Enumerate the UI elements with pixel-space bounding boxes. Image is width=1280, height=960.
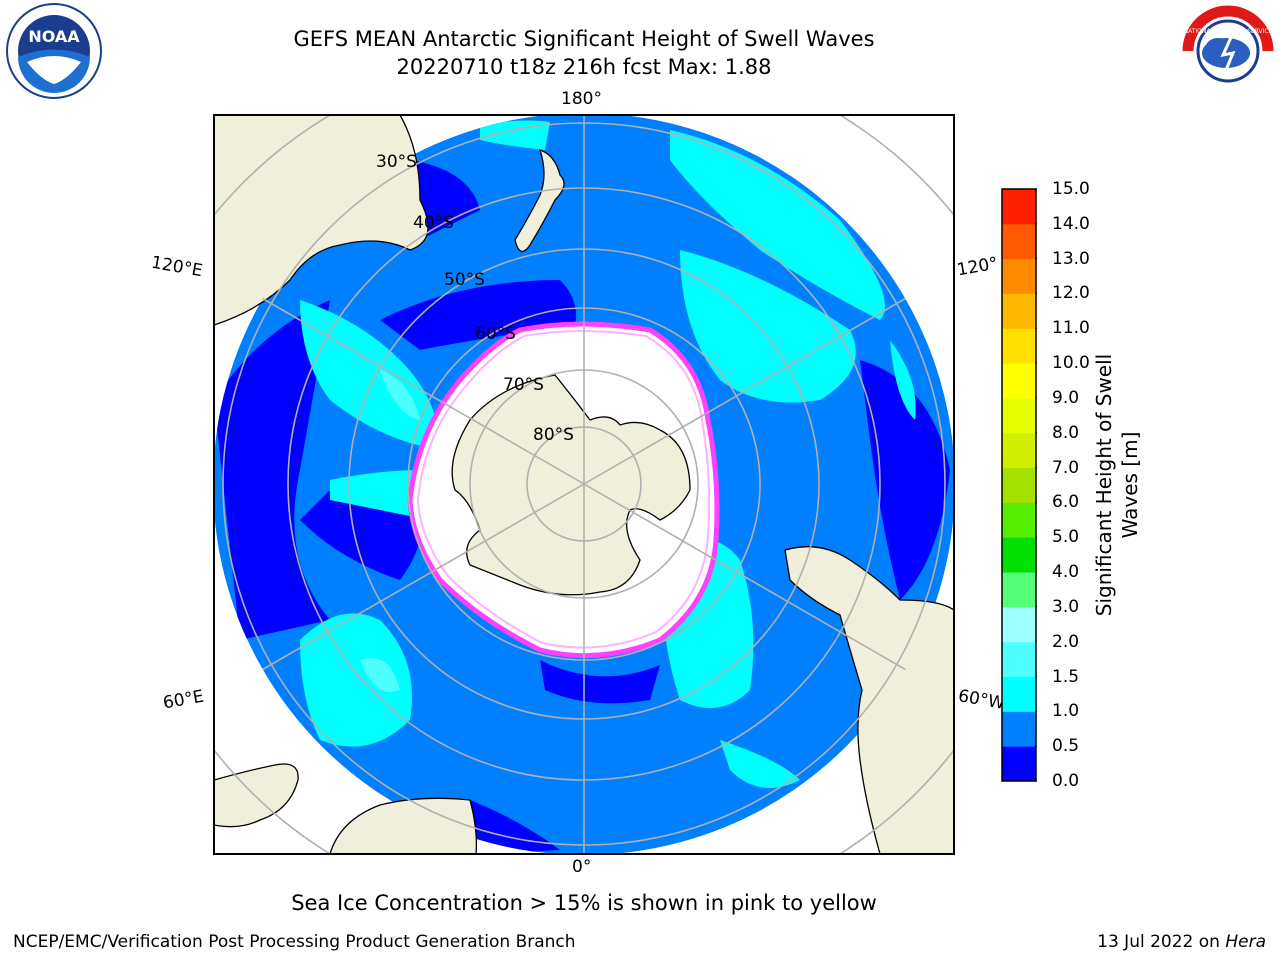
africa-landmass <box>329 797 478 854</box>
colorbar-segment <box>1002 572 1036 608</box>
noaa-logo: NOAA <box>6 3 102 99</box>
new-zealand-landmass <box>514 148 565 252</box>
colorbar-tick-label: 1.5 <box>1052 666 1080 687</box>
lat-label-50s: 50°S <box>444 270 485 290</box>
nws-logo-text: NATIONAL WEATHER SERVICE <box>1184 28 1273 35</box>
chart-title: GEFS MEAN Antarctic Significant Height o… <box>293 27 875 51</box>
lon-label-right-upper: 120° <box>955 253 1000 281</box>
colorbar-tick-label: 7.0 <box>1052 457 1080 478</box>
graticule <box>222 115 946 854</box>
colorbar-tick-label: 12.0 <box>1052 283 1090 304</box>
colorbar-tick-label: 1.0 <box>1052 701 1080 722</box>
colorbar-segment <box>1002 537 1036 573</box>
lat-label-40s: 40°S <box>413 213 454 233</box>
colorbar-segment <box>1002 676 1036 712</box>
chart-subtitle: 20220710 t18z 216h fcst Max: 1.88 <box>396 55 772 79</box>
polar-map <box>213 114 955 855</box>
colorbar-segment <box>1002 432 1036 469</box>
lat-label-80s: 80°S <box>533 425 574 445</box>
sea-ice-caption: Sea Ice Concentration > 15% is shown in … <box>291 891 877 915</box>
colorbar-segment <box>1002 223 1036 260</box>
colorbar-tick-label: 2.0 <box>1052 631 1080 652</box>
footer-date-prefix: 13 Jul 2022 on <box>1097 932 1226 952</box>
colorbar-tick-label: 6.0 <box>1052 492 1080 513</box>
lon-label-top: 180° <box>561 89 602 109</box>
colorbar-label: Significant Height of Swell Waves [m] <box>1092 353 1142 617</box>
lat-label-30s: 30°S <box>376 152 417 172</box>
colorbar-tick-label: 15.0 <box>1052 179 1090 199</box>
colorbar-segment <box>1002 328 1036 364</box>
australia-landmass <box>214 115 429 326</box>
lon-label-left-lower: 60°E <box>161 686 206 714</box>
lat-label-60s: 60°S <box>475 324 516 344</box>
lon-label-right-lower: 60°W <box>956 686 1007 714</box>
footer-date: 13 Jul 2022 on Hera <box>1097 932 1266 952</box>
colorbar-tick-label: 8.0 <box>1052 422 1080 443</box>
colorbar-segment <box>1002 711 1036 747</box>
colorbar-tick-label: 5.0 <box>1052 527 1080 548</box>
colorbar-tick-label: 0.5 <box>1052 736 1080 757</box>
colorbar-segment <box>1002 293 1036 329</box>
colorbar-tick-label: 9.0 <box>1052 387 1080 408</box>
colorbar-tick-label: 13.0 <box>1052 248 1090 269</box>
colorbar-segment <box>1002 641 1036 678</box>
colorbar-tick-label: 4.0 <box>1052 562 1080 583</box>
colorbar-segment <box>1002 606 1036 643</box>
madagascar-landmass <box>214 763 299 828</box>
colorbar-tick-label: 14.0 <box>1052 213 1090 234</box>
colorbar-segment <box>1002 363 1036 399</box>
nws-logo: NATIONAL WEATHER SERVICE <box>1182 5 1274 97</box>
colorbar-segment <box>1002 467 1036 503</box>
colorbar-segment <box>1002 502 1036 538</box>
lon-label-bottom: 0° <box>572 857 592 877</box>
colorbar-segment <box>1002 746 1036 782</box>
colorbar-tick-label: 3.0 <box>1052 596 1080 617</box>
colorbar <box>1001 188 1037 782</box>
colorbar-segment <box>1002 189 1036 225</box>
footer-host: Hera <box>1225 932 1266 952</box>
footer-credit: NCEP/EMC/Verification Post Processing Pr… <box>13 932 576 952</box>
lon-label-left-upper: 120°E <box>149 252 205 282</box>
colorbar-segment <box>1002 397 1036 434</box>
noaa-logo-text: NOAA <box>28 27 80 46</box>
colorbar-segment <box>1002 258 1036 294</box>
colorbar-tick-label: 11.0 <box>1052 318 1090 339</box>
south-america-landmass <box>784 546 954 854</box>
colorbar-tick-label: 10.0 <box>1052 353 1090 374</box>
colorbar-tick-label: 0.0 <box>1052 771 1080 791</box>
lat-label-70s: 70°S <box>503 375 544 395</box>
